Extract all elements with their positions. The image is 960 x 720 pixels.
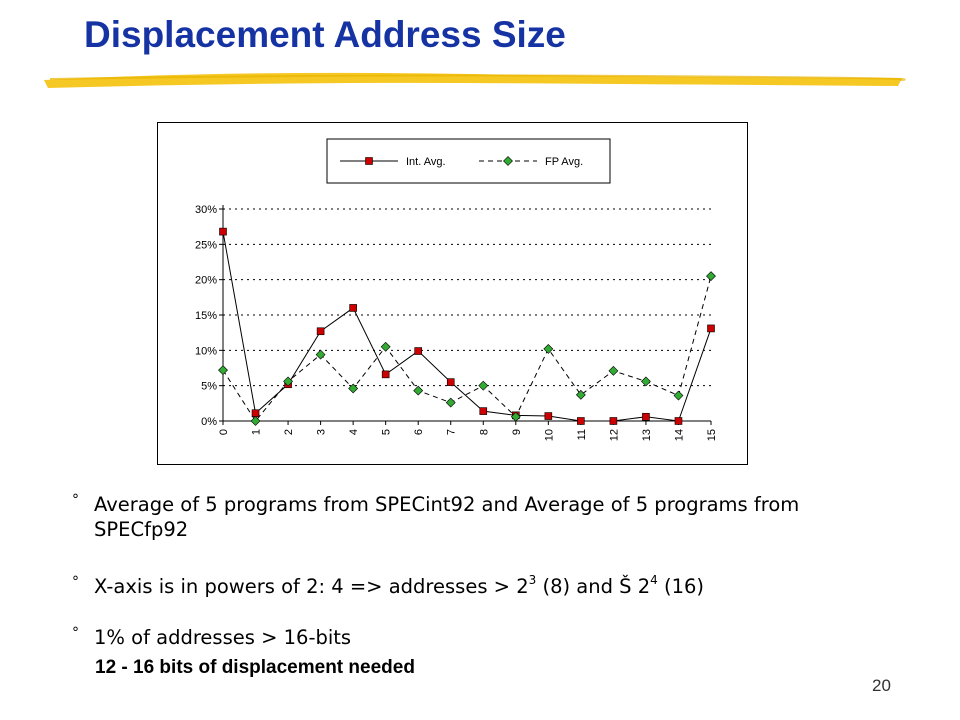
bullet-text: Average of 5 programs from SPECint92 and… (94, 493, 800, 541)
x-tick-label: 1 (251, 429, 263, 435)
x-tick-label: 6 (413, 429, 425, 435)
x-tick-label: 7 (446, 429, 458, 435)
page-number: 20 (872, 676, 891, 695)
legend-marker (503, 156, 513, 166)
fp-avg-point (218, 365, 228, 376)
x-tick-label: 12 (608, 429, 620, 441)
bullet-text-part: X-axis is in powers of 2: 4 => addresses… (94, 575, 529, 598)
y-tick-label: 10% (195, 345, 217, 357)
series-line (222, 231, 712, 422)
int-avg-point (381, 370, 390, 379)
fp-avg-point (445, 397, 456, 408)
bullet-marker: ° (72, 574, 79, 590)
subnote: 12 - 16 bits of displacement needed (95, 657, 415, 678)
series-line (222, 276, 712, 422)
int-avg-point (544, 412, 553, 420)
int-avg-point (674, 417, 683, 425)
int-avg-point (609, 417, 618, 425)
fp-avg-point (543, 343, 554, 354)
bullet-text: 1% of addresses > 16-bits (94, 626, 352, 649)
int-avg-point (349, 304, 357, 312)
y-tick-label: 15% (195, 310, 217, 322)
y-tick-label: 20% (195, 275, 217, 287)
fp-avg-point (575, 389, 586, 400)
bullet-text-part: (8) and Š 2 (536, 575, 651, 598)
title-underline (44, 72, 906, 88)
fp-avg-point (673, 390, 684, 401)
y-tick-label: 30% (195, 204, 217, 216)
x-tick-label: 2 (283, 429, 295, 435)
fp-avg-point (641, 376, 651, 387)
x-tick-label: 11 (576, 429, 588, 440)
bullet-text-part: (16) (657, 575, 705, 598)
y-tick-label: 25% (195, 239, 217, 251)
y-tick-label: 0% (201, 416, 217, 428)
fp-avg-point (478, 380, 489, 391)
int-avg-point (479, 407, 488, 415)
x-tick-label: 5 (381, 429, 393, 435)
int-avg-point (642, 412, 650, 421)
y-tick-label: 5% (201, 381, 217, 393)
int-avg-point (707, 324, 715, 333)
fp-avg-point (315, 349, 326, 360)
int-avg-point (316, 327, 325, 336)
x-tick-label: 10 (543, 429, 555, 441)
fp-avg-point (413, 385, 424, 396)
bullet-text: X-axis is in powers of 2: 4 => addresses… (94, 574, 884, 599)
displacement-chart: 0%5%10%15%20%25%30%0 1 2 3 4 5 6 7 8 9 10 11 12 13 14 1… (195, 138, 718, 441)
x-tick-label: 8 (478, 429, 490, 435)
legend-marker (365, 157, 373, 165)
legend-label: Int. Avg. (406, 156, 446, 168)
fp-avg-point (608, 365, 619, 376)
x-tick-label: 9 (511, 429, 523, 435)
x-tick-label: 13 (641, 429, 653, 441)
fp-avg-point (510, 411, 521, 422)
x-tick-label: 14 (673, 429, 685, 441)
legend-label: FP Avg. (545, 156, 583, 168)
superscript: 4 (650, 573, 658, 587)
int-avg-point (414, 347, 423, 355)
int-avg-point (446, 378, 455, 386)
fp-avg-point (250, 416, 261, 426)
chart-frame: 0% 5% 10% 15% 20% 25% 30% 0 1 2 3 4 5 6 7 8 9 10 11 12 13 14 1… (157, 122, 748, 465)
bullet-marker: ° (72, 492, 79, 508)
x-tick-label: 4 (348, 429, 360, 435)
int-avg-point (577, 417, 585, 425)
superscript: 3 (528, 573, 537, 587)
x-tick-label: 3 (316, 429, 328, 435)
int-avg-point (219, 227, 227, 236)
bullet-marker: ° (72, 625, 79, 641)
x-tick-label: 15 (706, 429, 718, 441)
fp-avg-point (348, 383, 359, 394)
fp-avg-point (283, 376, 293, 387)
fp-avg-point (706, 271, 716, 282)
fp-avg-point (380, 341, 391, 352)
int-avg-point (251, 409, 260, 418)
x-tick-label: 0 (218, 429, 230, 435)
page-title: Displacement Address Size (84, 14, 566, 55)
